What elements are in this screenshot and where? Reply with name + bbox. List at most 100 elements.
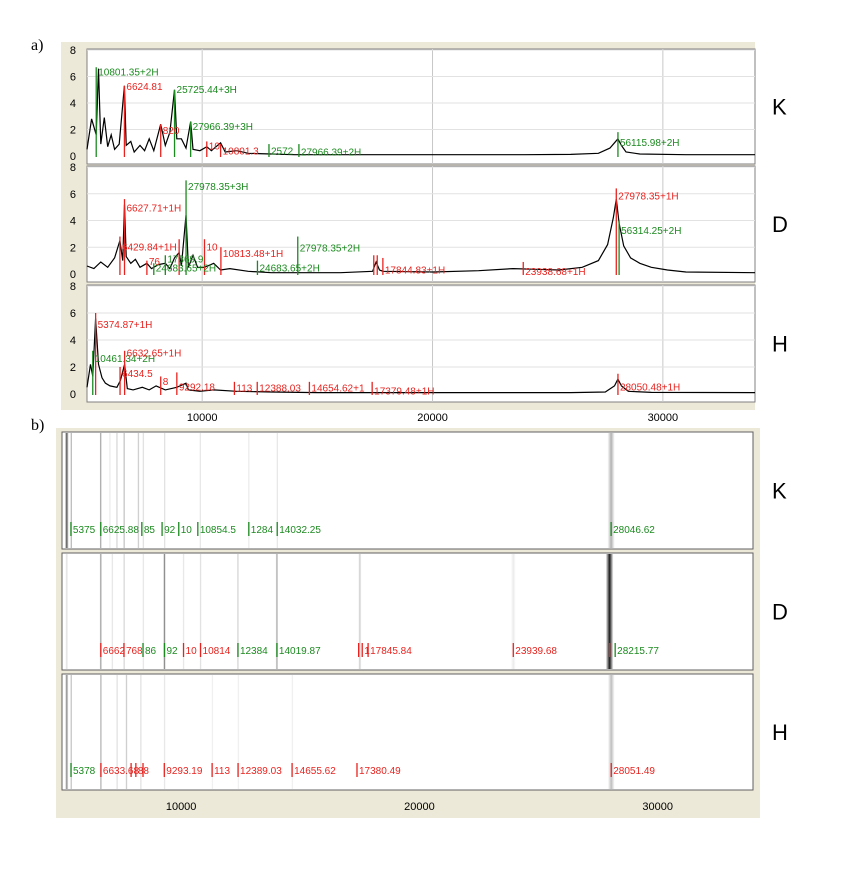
band [163, 554, 166, 669]
lane-box [61, 673, 754, 791]
peak-label: 6633.68 [103, 766, 140, 777]
y-tick-label: 2 [70, 242, 76, 254]
peak-label: 86 [145, 646, 157, 657]
peak-label: 28051.49 [613, 766, 655, 777]
plot-area [86, 165, 756, 283]
y-tick-label: 8 [70, 45, 76, 57]
peak-label: 24683.65+2H [259, 264, 319, 275]
band [99, 675, 102, 789]
band [510, 554, 516, 669]
y-tick-label: 2 [70, 362, 76, 374]
band [111, 554, 114, 669]
band [237, 675, 240, 789]
band [605, 554, 614, 669]
y-tick-label: 4 [70, 335, 76, 347]
peak-label: 10814 [203, 646, 231, 657]
peak-label: 113 [236, 384, 252, 395]
peak-label: 10 [206, 242, 218, 253]
band [137, 433, 140, 548]
peak-label: 14655.62 [294, 766, 336, 777]
band [163, 433, 166, 548]
spectrum-D: 0 2 4 6 8 27978.35+3H 6627.71+1H 6429.84+1H 10 10… [70, 162, 788, 283]
peak-label: 5375 [73, 525, 96, 536]
peak-label: 28046.62 [613, 525, 655, 536]
band [163, 675, 166, 789]
spectrum-H: 024685374.87+1H10461.34+2H6632.65+1H6434… [70, 281, 788, 403]
peak-label: 14019.87 [279, 646, 321, 657]
peak-label: 2572 [271, 146, 294, 157]
peak-label: 10 [181, 525, 193, 536]
spectrum-trace [86, 68, 755, 156]
panel-a-spectra: 0 2 4 6 8 10801.35+2H 6624.81 25725.44+3H 8 2 0 279… [61, 42, 788, 424]
panel-a-label: a) [31, 37, 43, 54]
lane-H: 53786633.68889293.1911312389.0314655.621… [61, 673, 788, 791]
panel-b-gel-view: 5375 6625.88 85 92 10 10854.5 1284 14032.25 2804… [56, 428, 788, 818]
peak-label: 12384 [240, 646, 268, 657]
y-tick-label: 8 [70, 162, 76, 174]
band [199, 554, 202, 669]
band [182, 554, 185, 669]
x-tick-label: 30000 [642, 801, 673, 813]
spectrum-K: 0 2 4 6 8 10801.35+2H 6624.81 25725.44+3H 820 279… [70, 45, 787, 165]
peak-label: 5374.87+1H [98, 320, 153, 331]
peak-label: 8 [163, 377, 169, 388]
peak-label: 17379.48+1H [374, 386, 434, 397]
y-tick-label: 2 [70, 125, 76, 137]
peak-label: 5378 [73, 766, 96, 777]
y-tick-label: 0 [70, 151, 76, 163]
peak-label: 27978.35+2H [300, 244, 360, 255]
lane-K: 5375 6625.88 85 92 10 10854.5 1284 14032.25 2804… [61, 431, 787, 550]
peak-label: 27966.39+3H [193, 122, 253, 133]
peak-label: 25725.44+3H [177, 85, 237, 96]
peak-label: 10813.48+1H [223, 249, 283, 260]
peak-label: 6662 [103, 646, 126, 657]
y-tick-label: 6 [70, 189, 76, 201]
peak-label: 27978.35+3H [188, 182, 248, 193]
band [70, 675, 73, 789]
lane-box [61, 552, 754, 671]
y-tick-label: 0 [70, 389, 76, 401]
peak-label: 10 [186, 646, 198, 657]
band [236, 554, 240, 669]
peak-label: 6624.81 [126, 82, 163, 93]
peak-label: 14032.25 [279, 525, 321, 536]
plot-area [86, 48, 756, 165]
sample-label-K: K [772, 95, 787, 120]
y-tick-label: 0 [70, 269, 76, 281]
y-tick-label: 4 [70, 216, 76, 228]
peak-label: 85 [144, 525, 156, 536]
peak-label: 56115.98+2H [620, 138, 680, 149]
peak-label: 27978.35+1H [618, 191, 678, 202]
peak-label: 17844.83+1H [385, 266, 445, 277]
peak-label: 113 [214, 766, 230, 777]
peak-label: 12389.03 [240, 766, 282, 777]
peak-label: 12388.03 [259, 384, 301, 395]
peak-label: 6627.71+1H [127, 203, 182, 214]
band [99, 554, 102, 669]
plot-area [86, 284, 756, 403]
peak-label: 17369.9 [167, 254, 204, 265]
band [275, 554, 279, 669]
peak-label: 10801.35+2H [98, 68, 158, 79]
peak-label: 9293.19 [166, 766, 203, 777]
band [142, 554, 145, 669]
peak-label: 28050.48+1H [620, 382, 680, 393]
peak-label: 768 [126, 646, 143, 657]
peak-label: 6434.5 [122, 369, 153, 380]
band [64, 433, 69, 548]
band [123, 433, 126, 548]
band [70, 433, 73, 548]
x-tick-label: 20000 [417, 412, 448, 424]
sample-label-H: H [772, 332, 788, 357]
x-tick-label: 10000 [187, 412, 218, 424]
peak-label: 6632.65+1H [127, 349, 182, 360]
band [115, 433, 118, 548]
band [125, 675, 128, 789]
band [99, 433, 102, 548]
band [607, 675, 615, 789]
y-tick-label: 8 [70, 281, 76, 293]
band [276, 433, 279, 548]
peak-label: 17380.49 [359, 766, 401, 777]
sample-label-D: D [772, 212, 788, 237]
